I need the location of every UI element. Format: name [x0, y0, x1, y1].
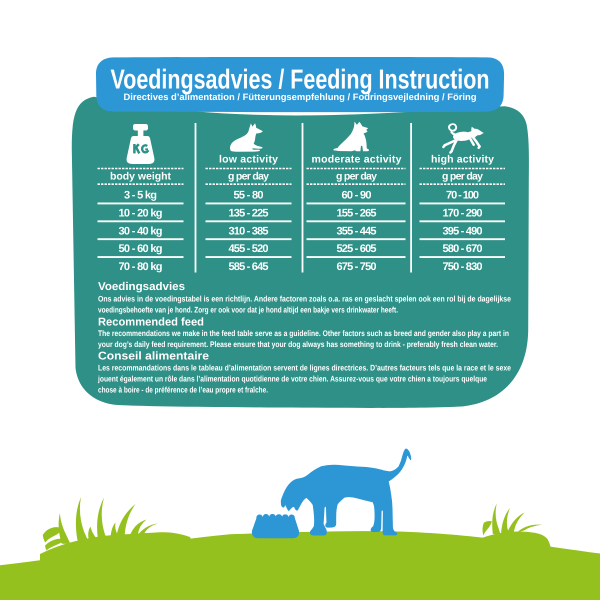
svg-text:Conseil alimentaire: Conseil alimentaire [98, 350, 209, 362]
svg-text:395 - 490: 395 - 490 [443, 225, 483, 237]
svg-text:low activity: low activity [219, 154, 278, 166]
svg-text:585 - 645: 585 - 645 [229, 261, 269, 273]
svg-text:455 - 520: 455 - 520 [229, 243, 269, 255]
svg-text:170 - 290: 170 - 290 [443, 207, 483, 219]
svg-text:525 - 605: 525 - 605 [337, 243, 377, 255]
svg-text:135 - 225: 135 - 225 [229, 207, 269, 219]
svg-text:Voedingsadvies / Feeding Instr: Voedingsadvies / Feeding Instruction [111, 64, 490, 95]
svg-text:10 - 20 kg: 10 - 20 kg [119, 207, 163, 219]
svg-text:jouent également un rôle dans: jouent également un rôle dans l’alimenta… [97, 375, 487, 384]
svg-text:your dog’s daily feed requirem: your dog’s daily feed requirement. Pleas… [98, 340, 498, 349]
svg-text:60 - 90: 60 - 90 [342, 190, 372, 202]
svg-text:voedingsbehoefte van je hond.: voedingsbehoefte van je hond. Zorg er oo… [98, 305, 398, 314]
svg-text:The recommendations we make in: The recommendations we make in the feed … [98, 329, 509, 338]
svg-text:70 - 100: 70 - 100 [446, 190, 479, 202]
svg-text:g per day: g per day [442, 171, 483, 183]
svg-text:Ons advies in de voedingstabel: Ons advies in de voedingstabel is een ri… [98, 294, 511, 303]
svg-text:355 - 445: 355 - 445 [337, 225, 377, 237]
svg-text:Recommended feed: Recommended feed [98, 316, 204, 328]
svg-text:155 - 265: 155 - 265 [337, 207, 377, 219]
svg-text:g per day: g per day [228, 171, 269, 183]
svg-text:chose à boire - de préférence: chose à boire - de préférence de l’eau p… [98, 386, 268, 395]
svg-text:Directives d’alimentation / Fü: Directives d’alimentation / Fütterungsem… [124, 92, 477, 102]
svg-text:580 - 670: 580 - 670 [443, 243, 483, 255]
svg-text:body weight: body weight [110, 171, 172, 183]
svg-text:Voedingsadvies: Voedingsadvies [98, 281, 185, 293]
svg-text:675 - 750: 675 - 750 [337, 261, 377, 273]
svg-text:g per day: g per day [336, 171, 377, 183]
svg-text:3 - 5 kg: 3 - 5 kg [124, 190, 157, 202]
svg-text:55 - 80: 55 - 80 [234, 190, 264, 202]
svg-text:moderate activity: moderate activity [312, 154, 402, 166]
svg-text:high activity: high activity [431, 154, 494, 166]
svg-text:750 - 830: 750 - 830 [443, 261, 483, 273]
svg-text:50 - 60 kg: 50 - 60 kg [119, 243, 163, 255]
svg-text:30 - 40 kg: 30 - 40 kg [119, 225, 163, 237]
svg-text:Les recommandations dans le ta: Les recommandations dans le tableau d’al… [98, 364, 511, 373]
svg-text:310 - 385: 310 - 385 [229, 225, 269, 237]
svg-text:70 - 80 kg: 70 - 80 kg [119, 261, 163, 273]
